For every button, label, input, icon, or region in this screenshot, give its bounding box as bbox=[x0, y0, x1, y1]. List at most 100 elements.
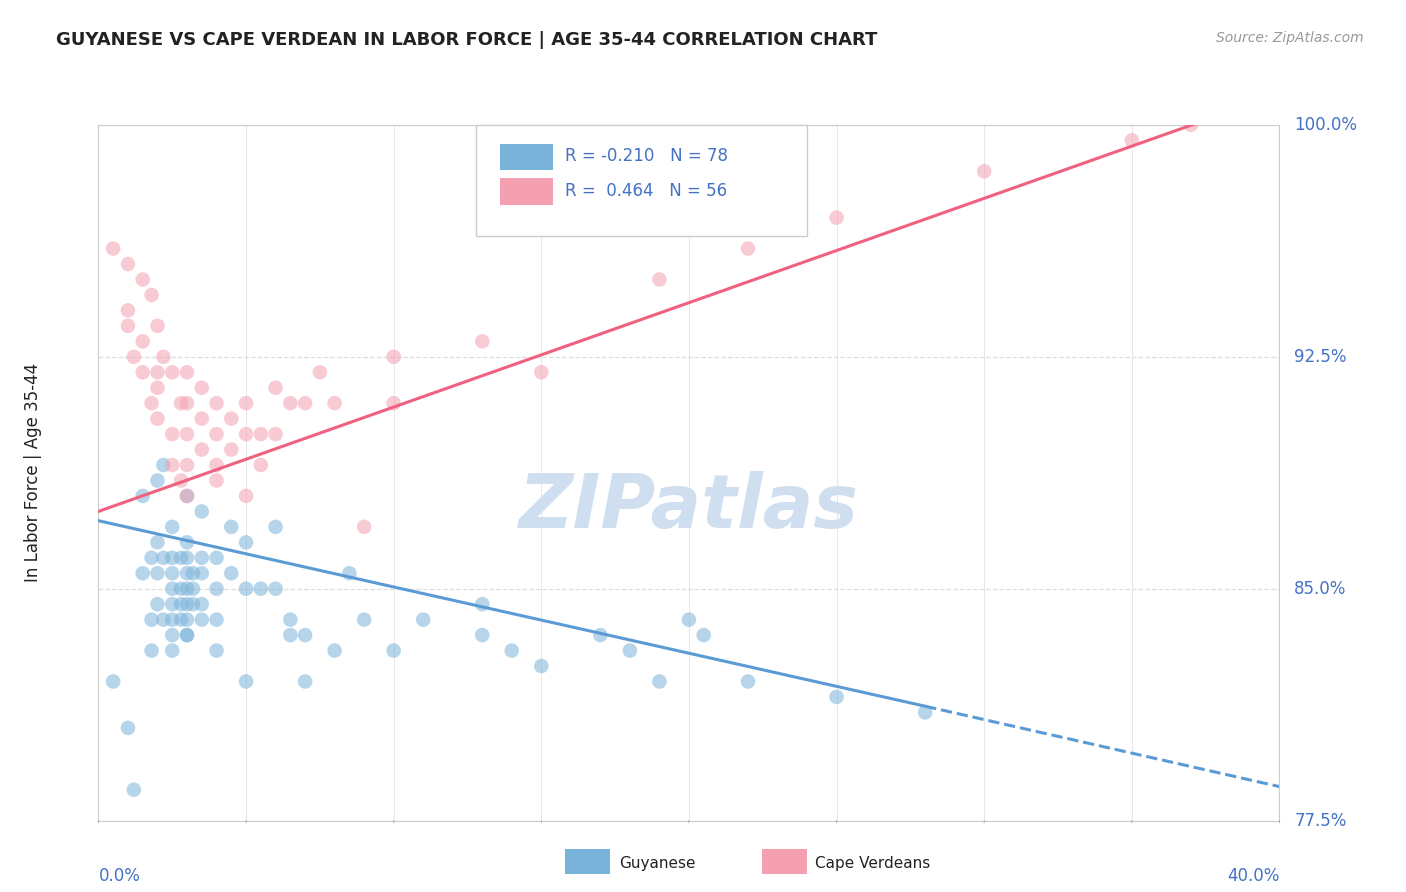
Point bbox=[132, 489, 155, 503]
Point bbox=[146, 381, 169, 395]
Point bbox=[132, 272, 155, 286]
Text: In Labor Force | Age 35-44: In Labor Force | Age 35-44 bbox=[24, 363, 42, 582]
Point bbox=[152, 458, 174, 472]
Point bbox=[162, 643, 183, 657]
Point bbox=[117, 303, 139, 318]
Point bbox=[170, 550, 193, 565]
Point bbox=[162, 628, 183, 642]
Point bbox=[176, 613, 198, 627]
Point bbox=[530, 365, 553, 379]
Point bbox=[170, 396, 193, 410]
Point bbox=[648, 272, 671, 286]
Point bbox=[176, 550, 198, 565]
Point bbox=[309, 365, 332, 379]
Point bbox=[294, 396, 316, 410]
Point bbox=[471, 597, 494, 611]
Point bbox=[191, 550, 214, 565]
Point bbox=[146, 411, 169, 425]
Point bbox=[122, 782, 145, 797]
Text: 0.0%: 0.0% bbox=[98, 867, 141, 885]
Point bbox=[162, 550, 183, 565]
Text: Guyanese: Guyanese bbox=[619, 856, 695, 871]
Point bbox=[294, 674, 316, 689]
Point bbox=[146, 318, 169, 333]
Text: Source: ZipAtlas.com: Source: ZipAtlas.com bbox=[1216, 31, 1364, 45]
Point bbox=[737, 242, 759, 256]
Point bbox=[382, 350, 405, 364]
Point bbox=[181, 597, 204, 611]
Point bbox=[117, 257, 139, 271]
Point bbox=[264, 381, 287, 395]
Point bbox=[382, 396, 405, 410]
Point bbox=[323, 396, 346, 410]
Point bbox=[176, 489, 198, 503]
Text: 92.5%: 92.5% bbox=[1294, 348, 1347, 366]
Point bbox=[205, 643, 228, 657]
Point bbox=[132, 334, 155, 349]
Text: R =  0.464   N = 56: R = 0.464 N = 56 bbox=[565, 182, 727, 200]
Point bbox=[235, 535, 257, 549]
Point bbox=[162, 582, 183, 596]
Point bbox=[219, 520, 243, 534]
Point bbox=[294, 628, 316, 642]
Point bbox=[278, 613, 302, 627]
Point bbox=[471, 334, 494, 349]
Point bbox=[132, 365, 155, 379]
Point bbox=[103, 674, 125, 689]
FancyBboxPatch shape bbox=[477, 125, 807, 236]
Point bbox=[219, 566, 243, 581]
Point bbox=[235, 582, 257, 596]
Point bbox=[176, 566, 198, 581]
Point bbox=[162, 566, 183, 581]
Point bbox=[176, 628, 198, 642]
Point bbox=[176, 628, 198, 642]
Point bbox=[141, 613, 163, 627]
Point bbox=[191, 566, 214, 581]
Text: 85.0%: 85.0% bbox=[1294, 580, 1347, 598]
Text: 40.0%: 40.0% bbox=[1227, 867, 1279, 885]
Point bbox=[162, 520, 183, 534]
Point bbox=[191, 411, 214, 425]
Point bbox=[825, 211, 848, 225]
Point bbox=[146, 474, 169, 488]
Point bbox=[264, 582, 287, 596]
Point bbox=[141, 288, 163, 302]
Point bbox=[170, 582, 193, 596]
Point bbox=[146, 566, 169, 581]
Point bbox=[250, 582, 273, 596]
Point bbox=[191, 442, 214, 457]
Point bbox=[176, 427, 198, 442]
Point bbox=[162, 365, 183, 379]
Point bbox=[278, 628, 302, 642]
Point bbox=[146, 365, 169, 379]
Point bbox=[141, 550, 163, 565]
Point bbox=[353, 520, 375, 534]
Point bbox=[205, 582, 228, 596]
Point bbox=[152, 613, 174, 627]
Point bbox=[205, 550, 228, 565]
Point bbox=[176, 535, 198, 549]
Point bbox=[323, 643, 346, 657]
Text: GUYANESE VS CAPE VERDEAN IN LABOR FORCE | AGE 35-44 CORRELATION CHART: GUYANESE VS CAPE VERDEAN IN LABOR FORCE … bbox=[56, 31, 877, 49]
Point bbox=[530, 659, 553, 673]
Point bbox=[973, 164, 995, 178]
Point bbox=[103, 242, 125, 256]
Text: R = -0.210   N = 78: R = -0.210 N = 78 bbox=[565, 147, 728, 165]
Point bbox=[191, 504, 214, 518]
Bar bbox=[501, 144, 553, 170]
Point bbox=[117, 721, 139, 735]
Point bbox=[152, 350, 174, 364]
Point bbox=[235, 427, 257, 442]
Point bbox=[152, 550, 174, 565]
Point bbox=[250, 427, 273, 442]
Point bbox=[162, 458, 183, 472]
Point bbox=[141, 643, 163, 657]
Point bbox=[117, 318, 139, 333]
Point bbox=[122, 350, 145, 364]
Point bbox=[205, 613, 228, 627]
Point bbox=[235, 489, 257, 503]
Point bbox=[648, 674, 671, 689]
Point bbox=[181, 582, 204, 596]
Point bbox=[353, 613, 375, 627]
Point bbox=[176, 396, 198, 410]
